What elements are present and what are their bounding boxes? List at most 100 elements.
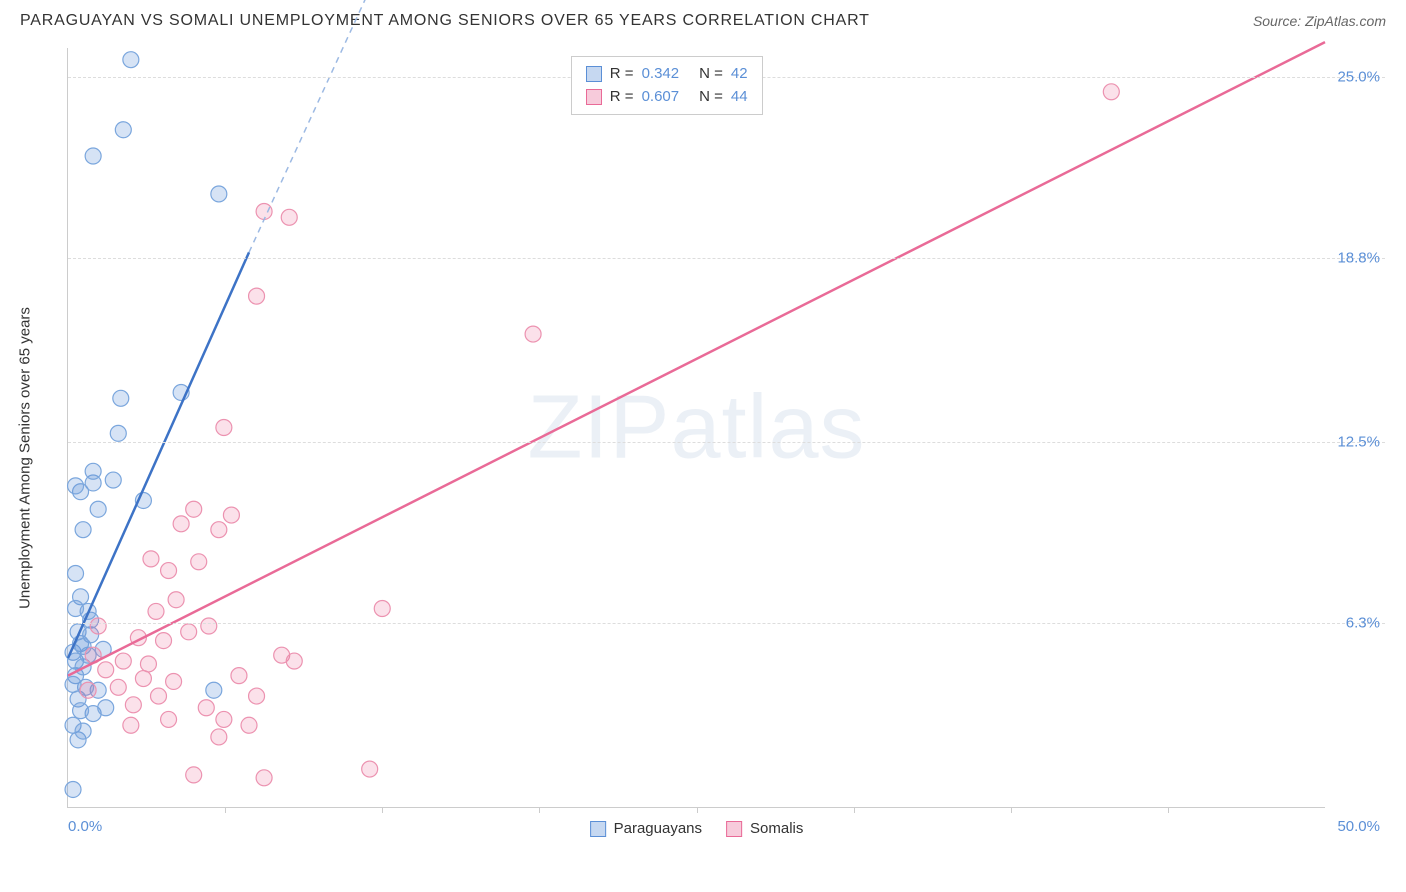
gridline-h [68, 258, 1385, 259]
scatter-point [140, 656, 156, 672]
scatter-point [73, 703, 89, 719]
scatter-point [80, 682, 96, 698]
legend-label: Somalis [750, 820, 803, 837]
legend-label: Paraguayans [614, 820, 702, 837]
scatter-svg [68, 48, 1325, 807]
chart-title: PARAGUAYAN VS SOMALI UNEMPLOYMENT AMONG … [20, 12, 870, 30]
scatter-point [249, 688, 265, 704]
stats-row-paraguayans: R = 0.342 N = 42 [586, 63, 748, 86]
scatter-point [201, 618, 217, 634]
scatter-point [105, 472, 121, 488]
x-axis-max-label: 50.0% [1337, 818, 1380, 835]
x-tick [382, 807, 383, 813]
scatter-point [198, 700, 214, 716]
chart-header: PARAGUAYAN VS SOMALI UNEMPLOYMENT AMONG … [0, 0, 1406, 38]
legend-bottom: Paraguayans Somalis [590, 820, 804, 837]
scatter-point [75, 723, 91, 739]
scatter-point [115, 122, 131, 138]
stat-r-value-pink: 0.607 [642, 86, 680, 109]
scatter-point [211, 729, 227, 745]
scatter-point [115, 653, 131, 669]
scatter-point [256, 203, 272, 219]
scatter-point [90, 501, 106, 517]
x-tick [225, 807, 226, 813]
trend-line-pink [68, 42, 1325, 675]
scatter-point [143, 551, 159, 567]
gridline-h [68, 442, 1385, 443]
scatter-point [206, 682, 222, 698]
chart-source: Source: ZipAtlas.com [1253, 13, 1386, 29]
scatter-point [113, 390, 129, 406]
scatter-point [525, 326, 541, 342]
scatter-point [135, 671, 151, 687]
scatter-point [85, 463, 101, 479]
scatter-point [256, 770, 272, 786]
x-tick [1168, 807, 1169, 813]
scatter-point [216, 711, 232, 727]
stat-n-value-blue: 42 [731, 63, 748, 86]
x-tick [539, 807, 540, 813]
swatch-pink-icon [726, 821, 742, 837]
x-tick [854, 807, 855, 813]
scatter-point [68, 565, 84, 581]
stat-r-label: R = [610, 86, 634, 109]
scatter-point [374, 601, 390, 617]
x-axis-origin-label: 0.0% [68, 818, 102, 835]
scatter-point [216, 420, 232, 436]
y-tick-label: 6.3% [1346, 615, 1380, 632]
scatter-point [123, 717, 139, 733]
scatter-point [211, 186, 227, 202]
scatter-point [173, 516, 189, 532]
scatter-point [123, 52, 139, 68]
scatter-point [249, 288, 265, 304]
x-tick [697, 807, 698, 813]
y-tick-label: 18.8% [1337, 250, 1380, 267]
scatter-point [231, 668, 247, 684]
scatter-point [98, 700, 114, 716]
scatter-point [110, 679, 126, 695]
scatter-point [286, 653, 302, 669]
swatch-blue-icon [590, 821, 606, 837]
stat-n-label: N = [699, 86, 723, 109]
scatter-point [211, 522, 227, 538]
scatter-point [281, 209, 297, 225]
scatter-point [241, 717, 257, 733]
scatter-point [75, 522, 91, 538]
y-axis-label: Unemployment Among Seniors over 65 years [17, 307, 34, 609]
scatter-point [161, 563, 177, 579]
scatter-point [68, 478, 84, 494]
scatter-point [148, 603, 164, 619]
gridline-h [68, 623, 1385, 624]
scatter-point [65, 781, 81, 797]
scatter-point [85, 148, 101, 164]
scatter-point [68, 601, 84, 617]
scatter-point [125, 697, 141, 713]
legend-item-paraguayans: Paraguayans [590, 820, 702, 837]
scatter-point [362, 761, 378, 777]
scatter-point [98, 662, 114, 678]
chart-container: Unemployment Among Seniors over 65 years… [45, 48, 1385, 868]
y-tick-label: 25.0% [1337, 69, 1380, 86]
scatter-point [223, 507, 239, 523]
x-tick [1011, 807, 1012, 813]
y-tick-label: 12.5% [1337, 434, 1380, 451]
correlation-stats-box: R = 0.342 N = 42 R = 0.607 N = 44 [571, 56, 763, 115]
swatch-blue-icon [586, 66, 602, 82]
stat-r-value-blue: 0.342 [642, 63, 680, 86]
stat-r-label: R = [610, 63, 634, 86]
scatter-point [90, 618, 106, 634]
scatter-point [110, 425, 126, 441]
scatter-point [166, 673, 182, 689]
scatter-point [181, 624, 197, 640]
scatter-point [156, 633, 172, 649]
scatter-point [161, 711, 177, 727]
scatter-point [186, 767, 202, 783]
stat-n-value-pink: 44 [731, 86, 748, 109]
scatter-point [186, 501, 202, 517]
swatch-pink-icon [586, 89, 602, 105]
scatter-point [65, 676, 81, 692]
scatter-point [1103, 84, 1119, 100]
scatter-point [151, 688, 167, 704]
plot-area: ZIPatlas 6.3%12.5%18.8%25.0% 0.0% 50.0% … [67, 48, 1325, 808]
scatter-point [191, 554, 207, 570]
